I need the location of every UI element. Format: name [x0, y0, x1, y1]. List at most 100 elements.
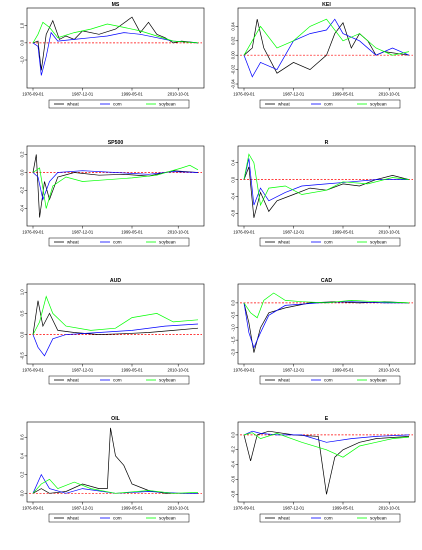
panel-cad: CAD -2.0 -1.5 -1.0 -0.5 0.0 1976-09-01 1987-12-… — [231, 278, 416, 385]
legend-label-corn: corn — [113, 516, 122, 521]
x-tick-label: 1999-05-01 — [332, 506, 354, 511]
legend-label-soybean: soybean — [159, 378, 176, 383]
plot-frame — [26, 7, 205, 89]
legend-box — [48, 99, 190, 109]
series-line-corn — [243, 158, 409, 206]
y-tick-label: -0.2 — [20, 186, 25, 194]
x-tick-label: 1987-12-01 — [72, 92, 94, 97]
legend-label-soybean: soybean — [159, 102, 176, 107]
y-tick-label: 0.02 — [231, 36, 236, 45]
series-line-soybean — [32, 164, 199, 209]
y-tick-label: 0.4 — [231, 159, 236, 165]
legend-label-soybean: soybean — [370, 378, 387, 383]
y-tick-label: 0.0 — [231, 431, 236, 437]
legend-label-wheat: wheat — [278, 102, 290, 107]
series-line-wheat — [32, 300, 199, 335]
legend-label-corn: corn — [113, 378, 122, 383]
x-tick-label: 1976-09-01 — [22, 230, 44, 235]
x-tick-label: 1987-12-01 — [72, 368, 94, 373]
legend-label-corn: corn — [324, 240, 333, 245]
legend-box — [48, 513, 190, 523]
x-tick-label: 1976-09-01 — [22, 368, 44, 373]
plot-frame — [237, 7, 416, 89]
y-tick-label: -0.5 — [231, 311, 236, 319]
x-tick-label: 2010-10-01 — [378, 506, 400, 511]
legend-label-wheat: wheat — [67, 240, 79, 245]
y-tick-label: 0.0 — [20, 331, 25, 337]
x-tick-label: 2010-10-01 — [378, 368, 400, 373]
y-tick-label: 0.0 — [20, 39, 25, 45]
y-tick-label: -0.5 — [20, 351, 25, 359]
x-tick-label: 2010-10-01 — [167, 230, 189, 235]
x-tick-label: 1999-05-01 — [121, 92, 143, 97]
legend-label-corn: corn — [324, 516, 333, 521]
legend-label-wheat: wheat — [67, 378, 79, 383]
legend-label-wheat: wheat — [278, 378, 290, 383]
plot-frame — [26, 283, 205, 365]
x-tick-label: 1987-12-01 — [283, 92, 305, 97]
x-tick-label: 2010-10-01 — [167, 506, 189, 511]
series-line-wheat — [243, 19, 410, 74]
x-tick-label: 1999-05-01 — [121, 506, 143, 511]
y-tick-label: 1.0 — [20, 22, 25, 28]
legend-label-soybean: soybean — [370, 102, 387, 107]
y-tick-label: -0.8 — [231, 490, 236, 498]
y-tick-label: -0.4 — [231, 192, 236, 200]
y-tick-label: -1.0 — [231, 323, 236, 331]
x-tick-label: 1999-05-01 — [332, 368, 354, 373]
series-line-corn — [32, 323, 199, 357]
legend-label-corn: corn — [324, 102, 333, 107]
y-tick-label: -0.2 — [231, 445, 236, 453]
series-line-corn — [243, 301, 409, 349]
y-tick-label: 0.6 — [20, 434, 25, 440]
series-line-corn — [243, 430, 410, 443]
y-tick-label: 0.2 — [20, 151, 25, 157]
y-tick-label: 0.00 — [231, 50, 236, 59]
y-tick-label: 0.0 — [20, 490, 25, 496]
plot-frame — [237, 421, 416, 503]
y-tick-label: -1.5 — [231, 336, 236, 344]
series-line-soybean — [243, 432, 410, 458]
x-tick-label: 1987-12-01 — [283, 368, 305, 373]
x-tick-label: 2010-10-01 — [167, 368, 189, 373]
x-tick-label: 1976-09-01 — [233, 368, 255, 373]
legend-label-corn: corn — [113, 240, 122, 245]
series-line-wheat — [243, 430, 410, 495]
y-tick-label: 1.0 — [20, 289, 25, 295]
legend-label-wheat: wheat — [67, 102, 79, 107]
chart-title: OIL — [111, 416, 120, 422]
y-tick-label: 0.0 — [20, 169, 25, 175]
panel-aud: AUD -0.5 0.0 0.5 1.0 1976-09-01 1987-12-01 1999… — [20, 278, 205, 385]
series-line-soybean — [32, 21, 199, 44]
series-line-corn — [243, 18, 410, 78]
series-line-wheat — [243, 301, 410, 353]
panel-r: R -0.8 -0.4 0.0 0.4 1976-09-01 1987-12-01 1999-… — [231, 140, 416, 247]
legend-label-soybean: soybean — [159, 516, 176, 521]
x-tick-label: 1976-09-01 — [233, 92, 255, 97]
series-line-soybean — [32, 295, 199, 335]
y-tick-label: 0.0 — [231, 176, 236, 182]
y-tick-label: -0.6 — [231, 475, 236, 483]
series-line-corn — [32, 31, 199, 76]
legend-label-wheat: wheat — [67, 516, 79, 521]
series-line-corn — [32, 473, 198, 494]
legend-box — [48, 237, 190, 247]
series-line-wheat — [32, 154, 199, 218]
x-tick-label: 1976-09-01 — [22, 506, 44, 511]
y-tick-label: -0.4 — [20, 204, 25, 212]
legend-label-soybean: soybean — [370, 516, 387, 521]
y-tick-label: -0.02 — [231, 64, 236, 74]
chart-title: E — [325, 416, 329, 422]
x-tick-label: 1987-12-01 — [72, 506, 94, 511]
x-tick-label: 2010-10-01 — [378, 92, 400, 97]
legend-label-soybean: soybean — [370, 240, 387, 245]
chart-title: MS — [112, 2, 120, 8]
series-line-soybean — [32, 478, 199, 494]
legend-box — [259, 375, 401, 385]
y-tick-label: -0.4 — [231, 460, 236, 468]
x-tick-label: 1999-05-01 — [332, 230, 354, 235]
chart-title: CAD — [321, 278, 332, 284]
y-tick-label: -0.04 — [231, 79, 236, 89]
x-tick-label: 1976-09-01 — [22, 92, 44, 97]
